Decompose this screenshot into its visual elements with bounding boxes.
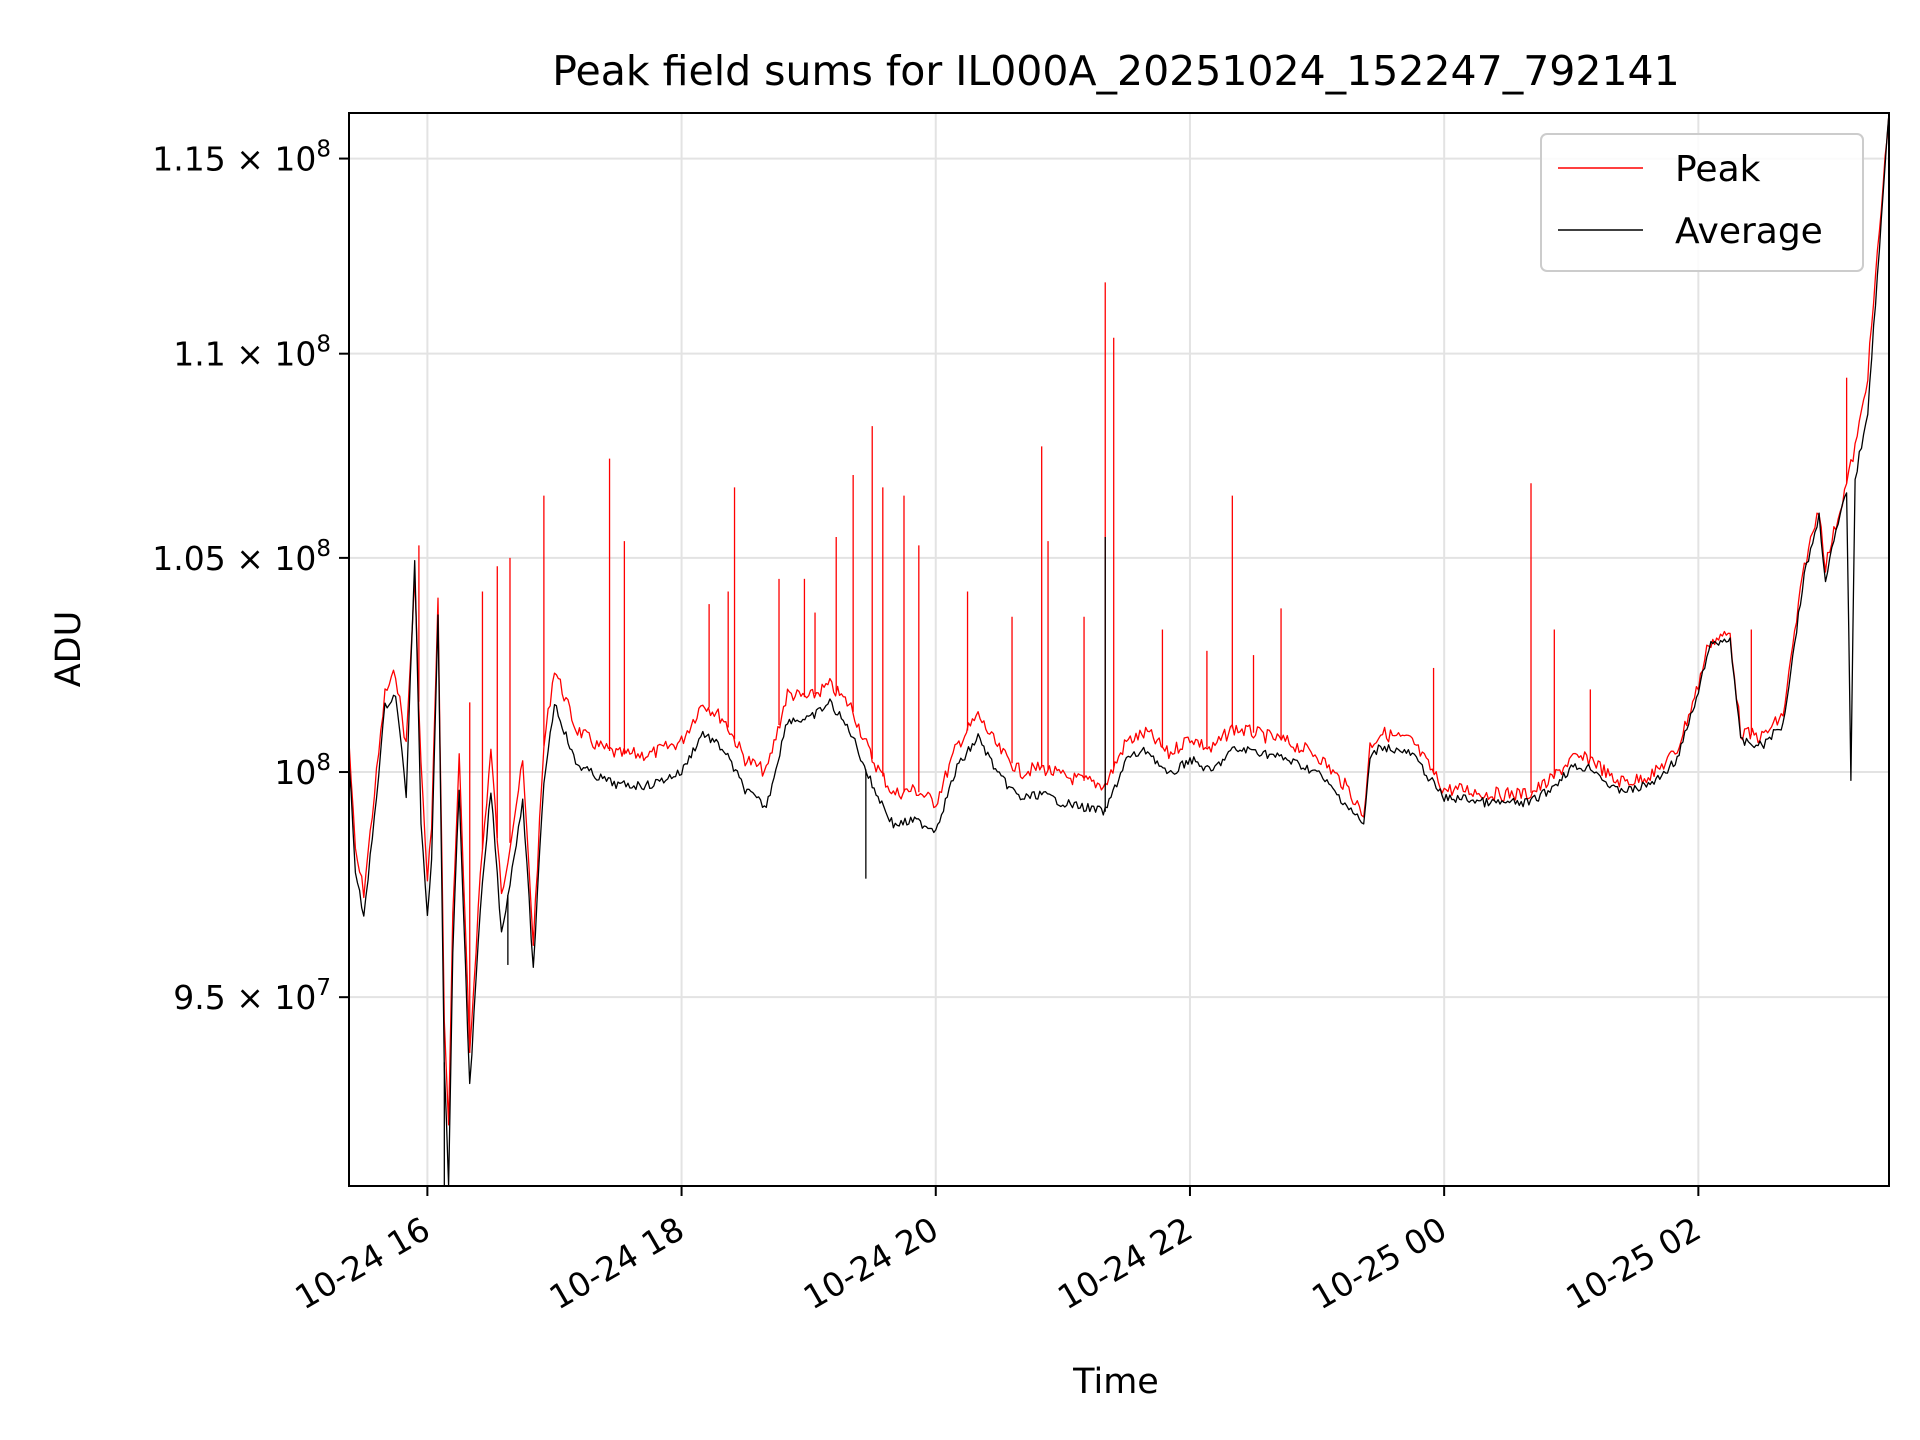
y-tick-label: 108 [274, 750, 331, 792]
peak-line [348, 112, 1890, 1126]
legend-average-label: Average [1675, 211, 1823, 252]
x-axis-ticks: 10-24 16 10-24 18 10-24 20 10-24 22 10-25 00… [288, 1186, 1707, 1317]
legend: Peak Average [1540, 133, 1864, 272]
legend-peak-label: Peak [1675, 149, 1761, 190]
chart-title: Peak field sums for IL000A_20251024_1522… [552, 47, 1679, 95]
average-series [348, 112, 1890, 1187]
x-tick-label: 10-25 02 [1559, 1209, 1707, 1317]
y-tick-label: 9.5 × 107 [173, 975, 331, 1017]
y-tick-label: 1.15 × 108 [152, 137, 331, 179]
y-axis-label: ADU [49, 611, 89, 688]
x-axis-label: Time [1072, 1362, 1159, 1402]
x-tick-label: 10-24 20 [797, 1209, 945, 1317]
x-tick-label: 10-24 18 [543, 1209, 691, 1317]
x-tick-label: 10-24 16 [288, 1209, 436, 1317]
x-tick-label: 10-24 22 [1051, 1209, 1199, 1317]
plot-frame [348, 112, 1890, 1187]
y-tick-label: 1.05 × 108 [152, 536, 331, 578]
y-tick-label: 1.1 × 108 [173, 332, 331, 374]
average-line [348, 112, 1890, 1187]
peak-series [348, 112, 1890, 1126]
gridlines [349, 113, 1889, 1186]
x-tick-label: 10-25 00 [1305, 1209, 1453, 1317]
y-axis-ticks: 9.5 × 107 108 1.05 × 108 1.1 × 108 1.15 × 10… [152, 137, 349, 1017]
